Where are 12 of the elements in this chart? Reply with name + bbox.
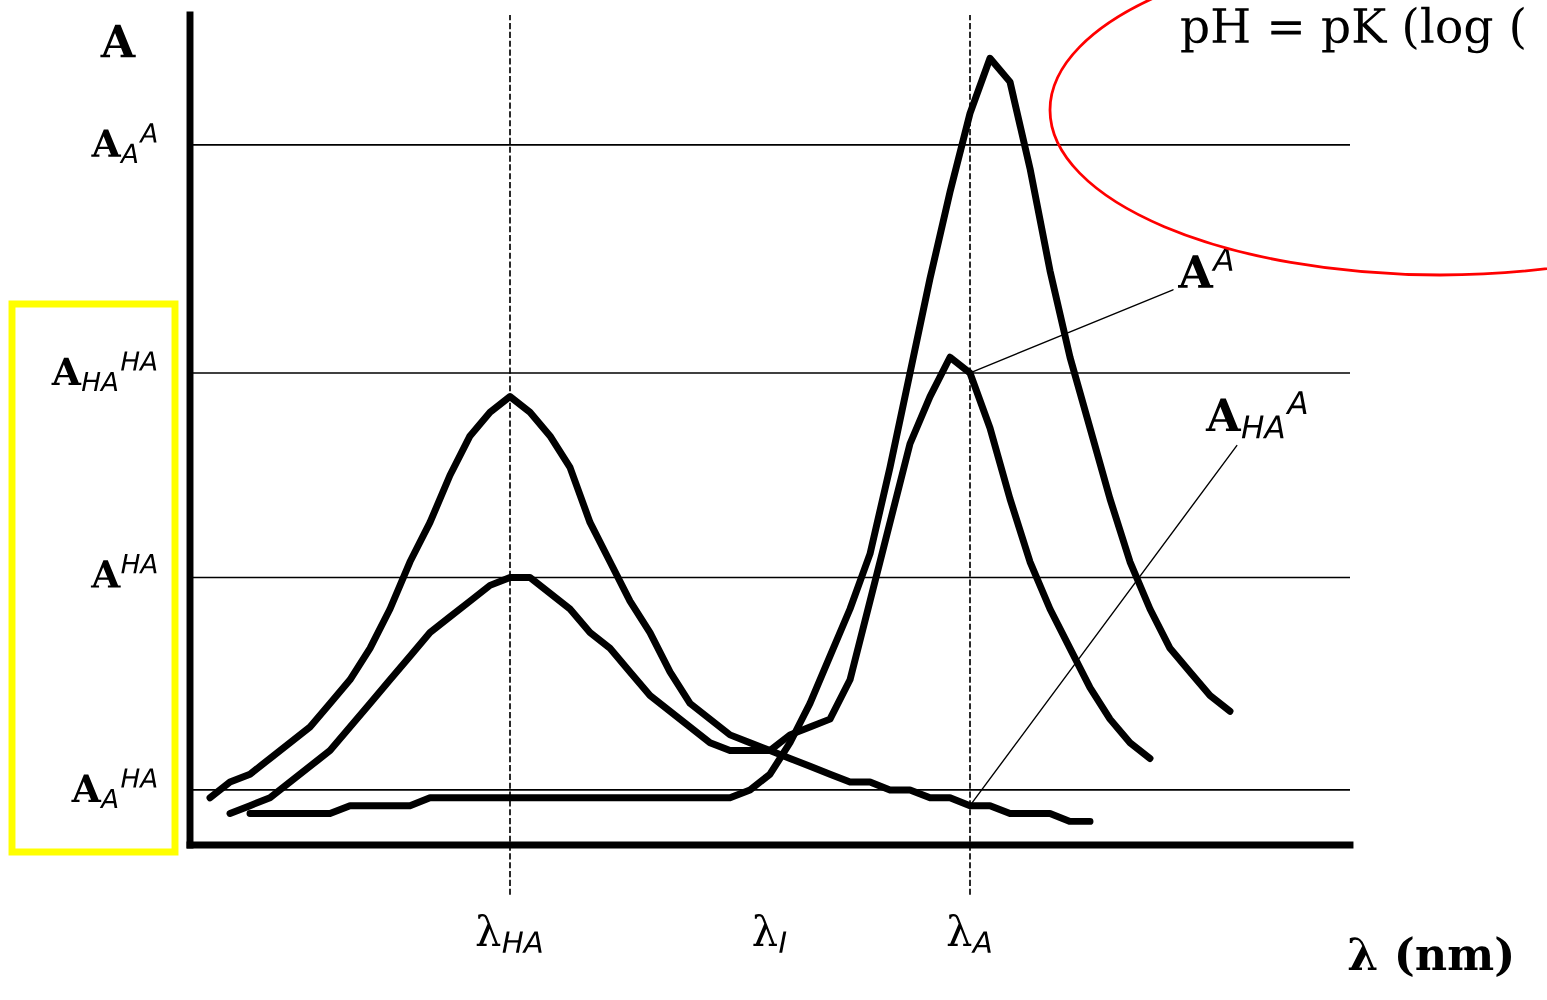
y-axis-title: A bbox=[100, 24, 136, 58]
annotation: A$_{HA}$$^{A}$ bbox=[1205, 391, 1307, 439]
annotation: A$^{A}$ bbox=[1177, 248, 1233, 288]
x-axis-title: λ (nm) bbox=[1348, 936, 1511, 977]
x-tick-label: λ$_{HA}$ bbox=[476, 914, 542, 953]
ref-line-label: A$_{A}$$^{HA}$ bbox=[71, 768, 157, 809]
x-tick-label: λ$_{A}$ bbox=[947, 914, 991, 953]
ref-line-label: A$_{A}$$^{A}$ bbox=[91, 123, 157, 163]
x-tick-label: λ$_{I}$ bbox=[753, 914, 787, 953]
ref-line-label: A$^{HA}$ bbox=[90, 554, 157, 588]
text: pH = pK (log ( bbox=[1181, 6, 1524, 54]
ref-line-label: A$_{HA}$$^{HA}$ bbox=[51, 351, 157, 392]
